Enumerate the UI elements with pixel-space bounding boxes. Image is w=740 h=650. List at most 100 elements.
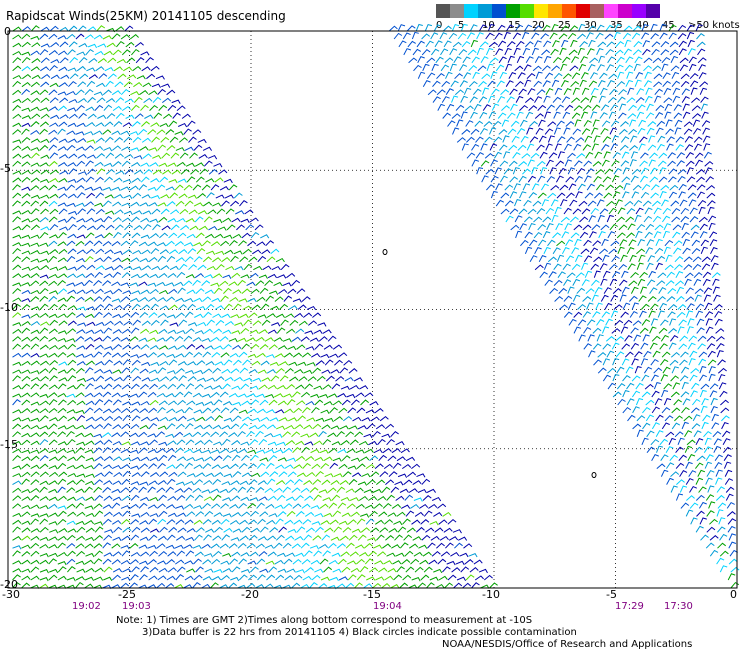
wind-barb <box>318 336 328 342</box>
wind-barb <box>663 87 672 95</box>
wind-barb <box>324 417 334 423</box>
wind-barb <box>382 448 392 454</box>
wind-barb <box>593 270 601 278</box>
wind-barb <box>57 486 66 493</box>
wind-barb <box>103 162 113 168</box>
wind-barb <box>67 107 77 112</box>
wind-barb <box>489 582 498 589</box>
wind-barb <box>176 535 186 541</box>
wind-barb <box>312 423 322 430</box>
wind-barb <box>177 399 187 406</box>
wind-barb <box>318 489 328 494</box>
wind-barb <box>102 89 112 96</box>
wind-barb <box>85 272 95 279</box>
wind-barb <box>457 536 468 541</box>
wind-barb <box>641 24 649 32</box>
wind-barb <box>141 137 152 143</box>
wind-barb <box>102 408 112 414</box>
wind-barb <box>537 224 546 231</box>
wind-barb <box>610 120 620 127</box>
wind-barb <box>159 376 170 382</box>
wind-barb <box>279 375 289 382</box>
wind-barb <box>123 81 133 88</box>
wind-barb <box>129 543 139 549</box>
wind-barb <box>125 41 135 48</box>
wind-barb <box>437 103 445 111</box>
wind-barb <box>707 200 716 207</box>
wind-barb <box>211 576 222 581</box>
wind-barb <box>30 504 40 509</box>
wind-barb <box>624 39 632 48</box>
wind-barb <box>674 119 683 127</box>
wind-barb <box>323 512 333 518</box>
wind-barb <box>125 114 135 119</box>
wind-barb <box>66 487 76 493</box>
wind-barb <box>246 583 256 589</box>
wind-barb <box>260 416 270 422</box>
wind-barb <box>95 122 105 127</box>
wind-barb <box>195 344 205 350</box>
wind-barb <box>241 568 251 574</box>
wind-barb <box>675 462 685 469</box>
wind-barb <box>305 455 315 462</box>
wind-barb <box>448 536 459 541</box>
wind-barb <box>114 264 124 271</box>
wind-barb <box>222 383 231 390</box>
wind-barb <box>570 81 580 88</box>
wind-barb <box>360 527 370 533</box>
wind-barb <box>613 304 623 310</box>
wind-barb <box>132 65 142 72</box>
wind-barb <box>107 57 117 64</box>
wind-barb <box>140 566 149 573</box>
wind-barb <box>66 542 76 549</box>
wind-barb <box>162 97 172 103</box>
wind-barb <box>232 471 242 477</box>
wind-barb <box>666 477 674 485</box>
wind-barb <box>249 272 259 279</box>
wind-barb <box>690 224 700 231</box>
wind-barb <box>130 423 140 430</box>
wind-barb <box>681 88 690 95</box>
wind-barb <box>491 103 500 111</box>
wind-barb <box>703 446 712 453</box>
wind-barb <box>291 487 301 493</box>
wind-barb <box>139 574 148 581</box>
wind-barb <box>540 167 548 175</box>
wind-barb <box>177 178 187 183</box>
wind-barb <box>168 178 178 184</box>
wind-barb <box>196 248 206 255</box>
wind-barb <box>143 97 153 104</box>
wind-barb <box>185 274 195 279</box>
wind-barb <box>194 494 204 501</box>
wind-barb <box>94 423 104 430</box>
wind-barb <box>642 40 650 48</box>
wind-barb <box>312 535 322 541</box>
wind-barb <box>12 336 22 342</box>
wind-barb <box>84 145 94 151</box>
wind-barb <box>229 504 239 509</box>
wind-barb <box>12 248 21 255</box>
wind-barb <box>12 192 22 199</box>
wind-barb <box>486 184 495 191</box>
wind-barb <box>631 358 639 366</box>
wind-barb <box>570 232 580 239</box>
wind-barb <box>413 497 423 502</box>
wind-barb <box>717 367 727 374</box>
wind-barb <box>659 23 667 32</box>
wind-barb <box>95 265 105 271</box>
wind-barb <box>725 493 734 501</box>
wind-barb <box>131 526 141 533</box>
wind-barb <box>229 407 239 414</box>
wind-barb <box>239 200 248 207</box>
wind-barb <box>112 424 122 430</box>
wind-barb <box>175 200 185 207</box>
wind-barb <box>94 456 104 462</box>
wind-barb <box>291 391 301 398</box>
wind-barb <box>651 48 660 56</box>
wind-barb <box>158 441 168 447</box>
wind-barb <box>607 231 616 239</box>
wind-barb <box>67 49 76 56</box>
wind-barb <box>131 290 141 295</box>
wind-barb <box>96 153 106 159</box>
